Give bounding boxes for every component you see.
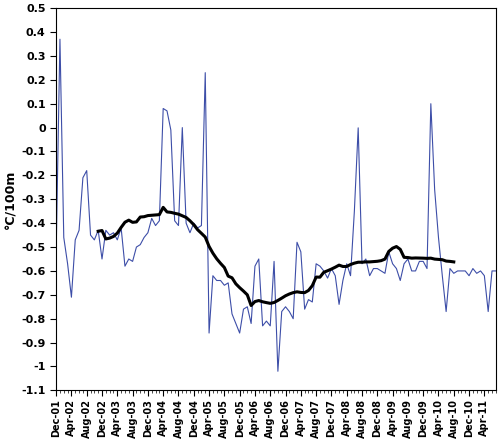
Y-axis label: °C/100m: °C/100m [4, 170, 17, 229]
